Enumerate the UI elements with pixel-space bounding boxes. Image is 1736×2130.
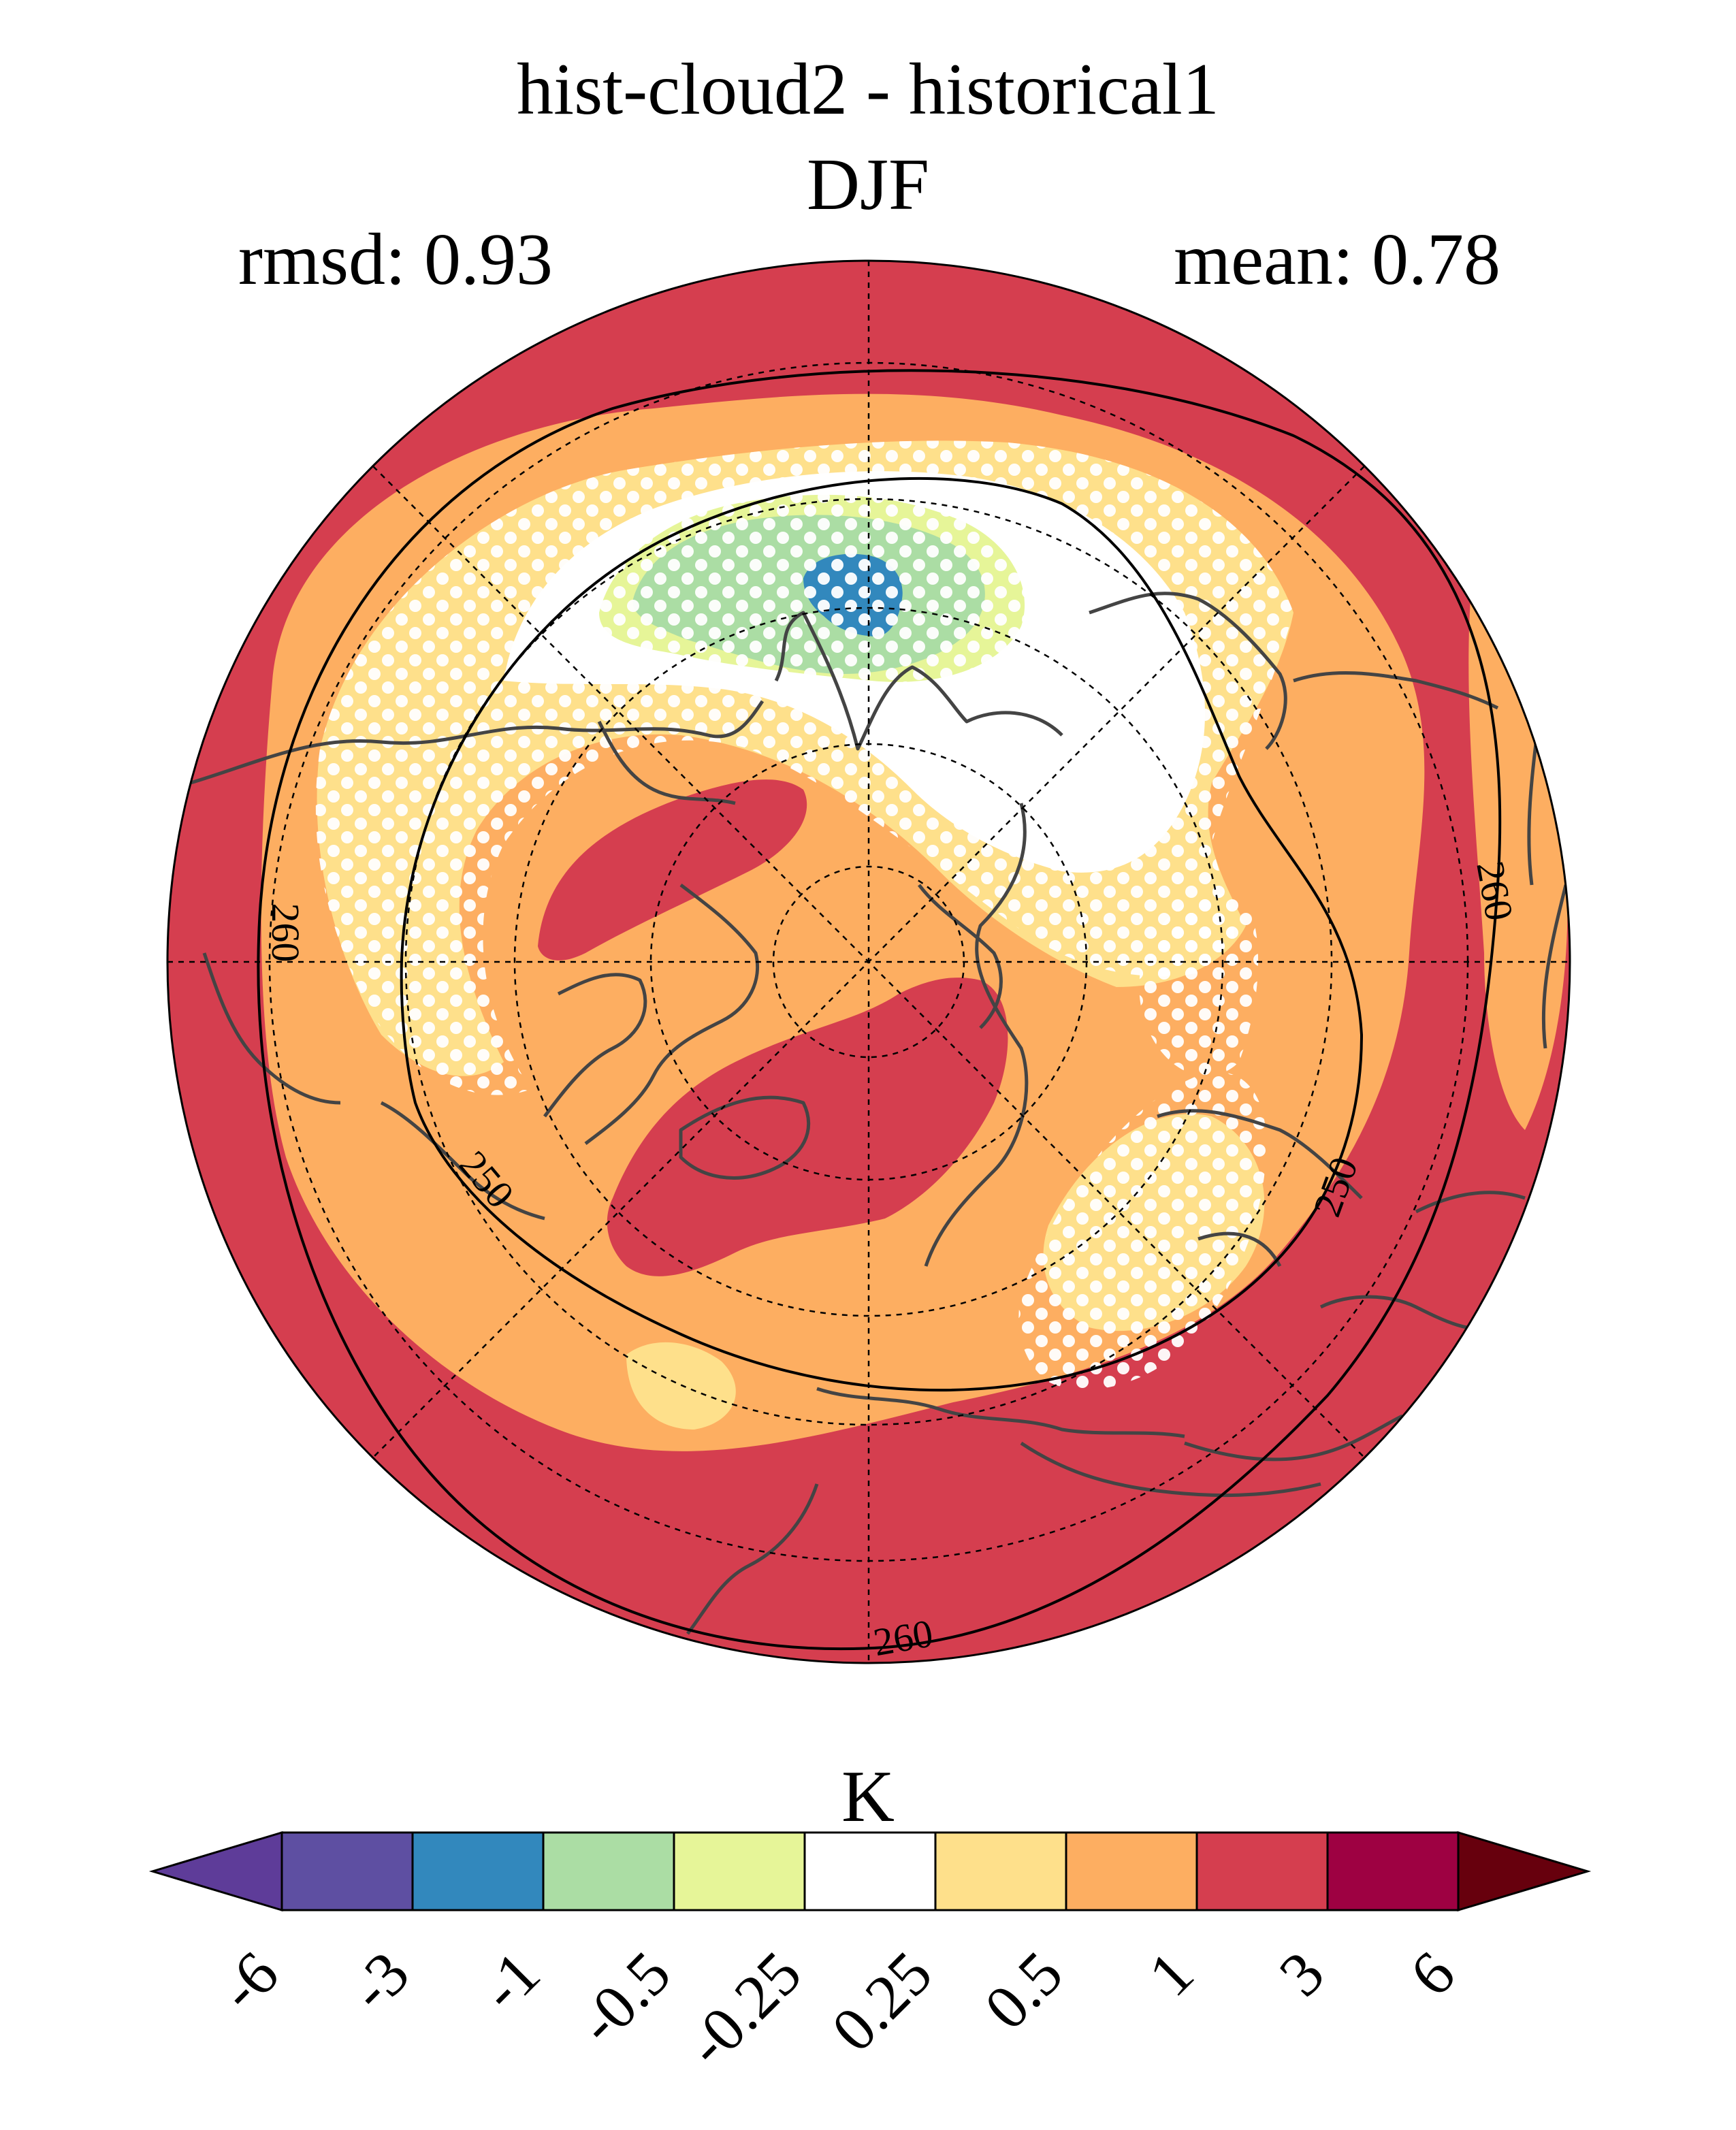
colorbar-tick-label: 0.5	[971, 1938, 1076, 2042]
climatology-contours	[257, 369, 1502, 1651]
colorbar-swatch	[280, 1831, 414, 1911]
colorbar-extend-low	[148, 1830, 283, 1912]
colorbar-swatch	[1065, 1831, 1198, 1911]
coastlines	[190, 557, 1568, 1635]
rmsd-label: rmsd: 0.93	[238, 219, 553, 300]
colorbar-swatch	[1195, 1831, 1329, 1911]
colorbar-extend-high	[1457, 1830, 1592, 1912]
colorbar-swatch	[673, 1831, 806, 1911]
colorbar-tick-label: 3	[1266, 1938, 1337, 2010]
anomaly-region-stipple-se	[1018, 1071, 1266, 1390]
colorbar-tick-label: 6	[1396, 1938, 1468, 2010]
contour-label-5: 260	[870, 1611, 936, 1664]
colorbar-swatch	[542, 1831, 675, 1911]
colorbar-tick-label: -3	[336, 1938, 422, 2024]
contour-label-1: 260	[263, 903, 308, 963]
colorbar-swatch	[803, 1831, 937, 1911]
contour-label-2: 260	[1468, 858, 1522, 924]
graticule	[167, 261, 1570, 1663]
colorbar-tick-label: 0.25	[818, 1938, 945, 2065]
season-label: DJF	[806, 144, 930, 225]
anomaly-region-strong-warm-arctic	[538, 779, 807, 961]
anomaly-region-stipple-north	[315, 440, 1293, 1095]
colorbar-units: K	[841, 1756, 895, 1837]
colorbar-tick-label: -1	[467, 1938, 553, 2024]
polar-map: 260 260 250 250 260	[166, 259, 1571, 1664]
map-boundary	[166, 259, 1571, 1664]
colorbar-tick-label: 1	[1135, 1938, 1206, 2010]
colorbar-swatch	[411, 1831, 545, 1911]
anomaly-region-stipple-e	[1139, 893, 1259, 1076]
colorbar-swatch	[1326, 1831, 1460, 1911]
plot-title: hist-cloud2 - historical1	[517, 49, 1219, 130]
colorbar-tick-label: -0.25	[673, 1938, 815, 2080]
colorbar-tick-label: -0.5	[564, 1938, 684, 2057]
colorbar-tick-label: -6	[206, 1938, 291, 2024]
mean-label: mean: 0.78	[1174, 219, 1500, 300]
colorbar-swatch	[934, 1831, 1067, 1911]
